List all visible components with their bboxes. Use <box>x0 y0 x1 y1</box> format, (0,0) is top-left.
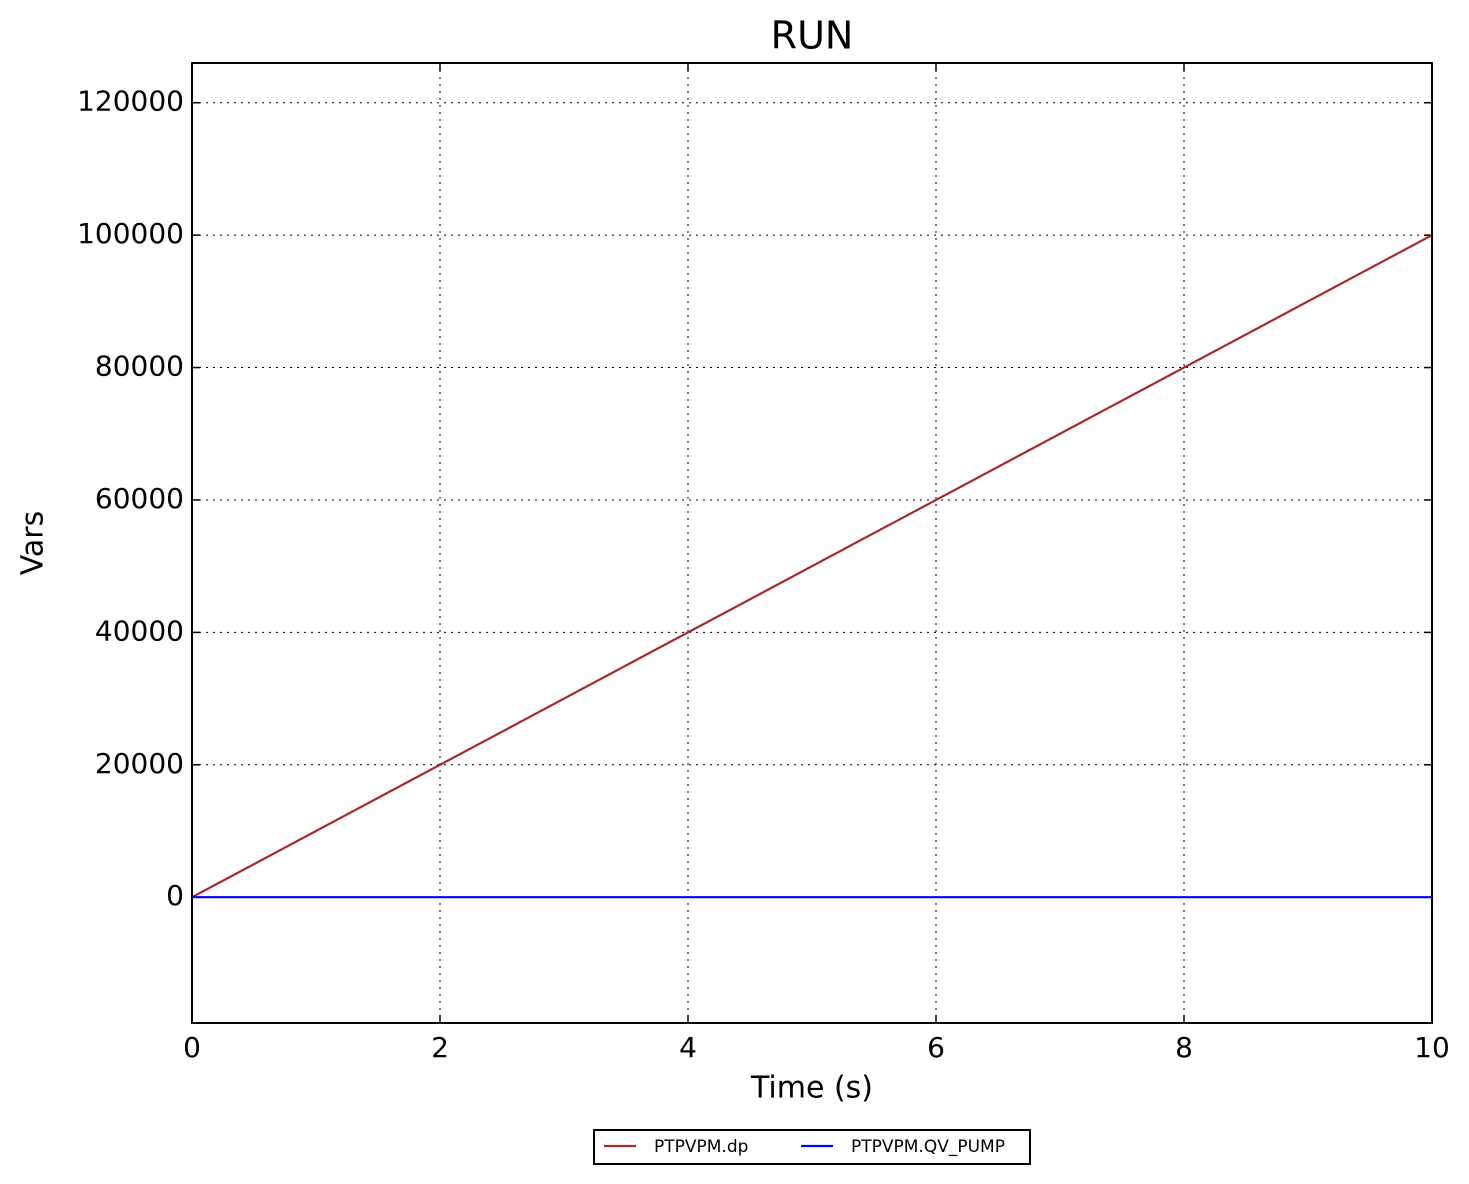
legend-label: PTPVPM.dp <box>654 1137 748 1157</box>
y-tick-label: 60000 <box>95 482 184 515</box>
y-tick-label: 40000 <box>95 614 184 647</box>
x-tick-label: 4 <box>679 1031 697 1064</box>
y-tick-label: 20000 <box>95 747 184 780</box>
y-tick-label: 120000 <box>77 85 184 118</box>
x-tick-label: 10 <box>1414 1031 1450 1064</box>
y-axis-label: Vars <box>16 511 51 576</box>
x-axis-label: Time (s) <box>750 1071 873 1106</box>
y-tick-label: 80000 <box>95 350 184 383</box>
x-tick-label: 6 <box>927 1031 945 1064</box>
plot-frame <box>191 62 1433 1024</box>
x-tick-label: 8 <box>1175 1031 1193 1064</box>
y-tick-label: 0 <box>166 879 184 912</box>
chart-title: RUN <box>771 14 854 58</box>
legend: PTPVPM.dp PTPVPM.QV_PUMP <box>593 1129 1031 1165</box>
x-tick-label: 2 <box>431 1031 449 1064</box>
legend-label: PTPVPM.QV_PUMP <box>851 1137 1005 1157</box>
series-line <box>191 234 1433 899</box>
x-tick-label: 0 <box>183 1031 201 1064</box>
y-tick-label: 100000 <box>77 217 184 250</box>
